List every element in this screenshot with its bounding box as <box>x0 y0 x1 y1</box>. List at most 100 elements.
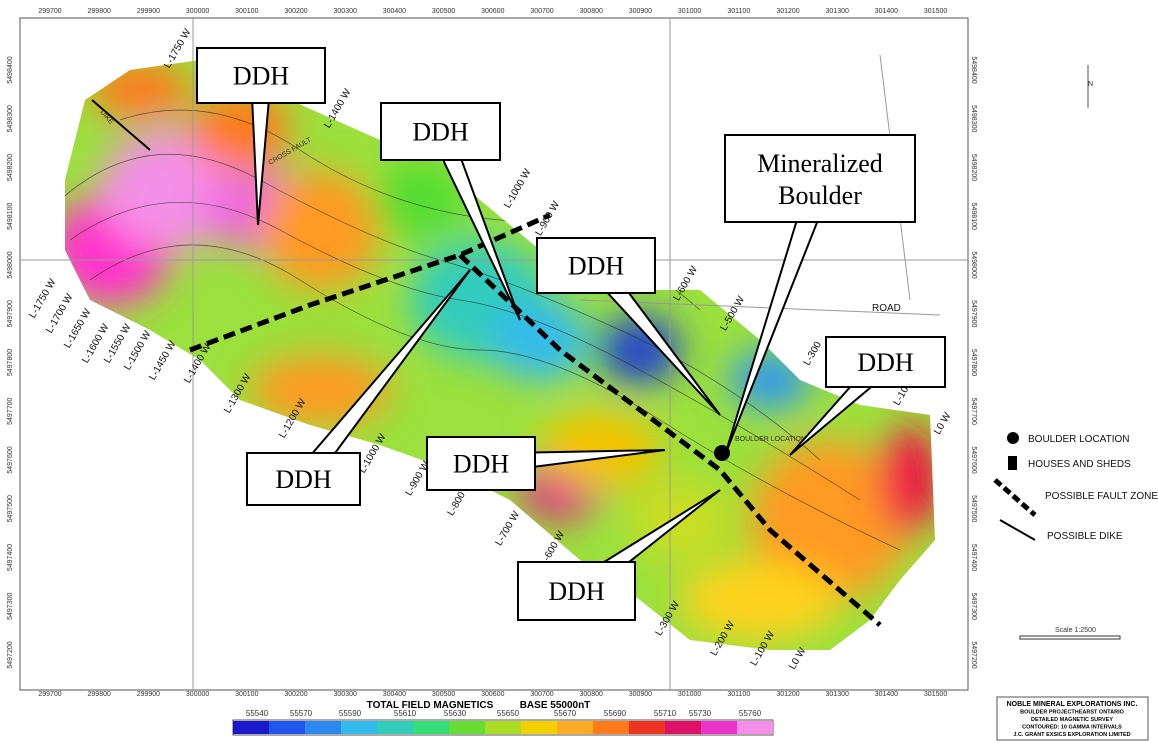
scale-value: 55570 <box>290 709 313 718</box>
northing-label: 5497900 <box>7 300 14 327</box>
easting-label: 300200 <box>284 691 307 698</box>
easting-label: 300800 <box>580 8 603 15</box>
easting-label: 300700 <box>530 8 553 15</box>
northing-label: 5497900 <box>970 300 977 327</box>
easting-label: 301300 <box>826 691 849 698</box>
legend-label: POSSIBLE DIKE <box>1047 531 1123 542</box>
scale-bar <box>1019 635 1121 640</box>
color-swatch <box>665 721 701 734</box>
easting-label: 300100 <box>235 691 258 698</box>
northing-label: 5498300 <box>7 105 14 132</box>
northing-label: 5497700 <box>7 398 14 425</box>
northing-label: 5497400 <box>7 544 14 571</box>
easting-label: 300500 <box>432 691 455 698</box>
northing-label: 5497300 <box>970 593 977 620</box>
easting-label: 301000 <box>678 8 701 15</box>
northing-label: 5497300 <box>7 593 14 620</box>
easting-label: 300300 <box>334 8 357 15</box>
easting-label: 300600 <box>481 691 504 698</box>
northing-label: 5497600 <box>970 446 977 473</box>
callout-text: DDH <box>233 62 290 91</box>
scale-value: 55670 <box>554 709 577 718</box>
northing-label: 5497400 <box>970 544 977 571</box>
map-label: Scale 1:2500 <box>1055 627 1096 634</box>
footer-title: TOTAL FIELD MAGNETICS <box>367 700 494 711</box>
legend-symbol <box>1007 432 1019 444</box>
easting-label: 300700 <box>530 691 553 698</box>
scale-value: 55590 <box>339 709 362 718</box>
easting-label: 301200 <box>776 8 799 15</box>
easting-label: 301500 <box>924 691 947 698</box>
northing-label: 5497800 <box>970 349 977 376</box>
color-swatch <box>377 721 413 734</box>
easting-label: 300000 <box>186 8 209 15</box>
color-swatch <box>593 721 629 734</box>
northing-label: 5497500 <box>7 495 14 522</box>
easting-label: 301300 <box>826 8 849 15</box>
callout-text: DDH <box>568 252 625 281</box>
easting-label: 300600 <box>481 8 504 15</box>
callout-box <box>380 102 501 161</box>
scale-value: 55610 <box>394 709 417 718</box>
easting-label: 299800 <box>88 691 111 698</box>
easting-label: 301200 <box>776 691 799 698</box>
northing-label: 5498100 <box>970 203 977 230</box>
scale-value: 55690 <box>604 709 627 718</box>
legend-symbol <box>999 519 1036 541</box>
easting-label: 301100 <box>727 8 750 15</box>
easting-label: 301500 <box>924 8 947 15</box>
scale-value: 55760 <box>739 709 762 718</box>
northing-label: 5498000 <box>970 251 977 278</box>
legend-label: BOULDER LOCATION <box>1028 434 1130 445</box>
callout-text: DDH <box>857 348 914 377</box>
easting-label: 300900 <box>629 8 652 15</box>
easting-label: 300200 <box>284 8 307 15</box>
title-block <box>996 696 1149 741</box>
easting-label: 300100 <box>235 8 258 15</box>
northing-label: 5497800 <box>7 349 14 376</box>
scale-value: 55710 <box>654 709 677 718</box>
easting-label: 301000 <box>678 691 701 698</box>
northing-label: 5498300 <box>970 105 977 132</box>
legend-symbol <box>1008 456 1017 470</box>
callout-box <box>517 561 636 621</box>
map-label: ROAD <box>872 303 901 314</box>
legend-symbol <box>993 478 1037 517</box>
callout-box <box>825 336 946 388</box>
color-swatch <box>449 721 485 734</box>
color-swatch <box>521 721 557 734</box>
scale-value: 55730 <box>689 709 712 718</box>
easting-label: 301400 <box>875 691 898 698</box>
easting-label: 301400 <box>875 8 898 15</box>
callout-text: DDH <box>548 577 605 606</box>
color-swatch <box>233 721 269 734</box>
northing-label: 5497700 <box>970 398 977 425</box>
callout-text: DDH <box>412 118 469 147</box>
easting-label: 300800 <box>580 691 603 698</box>
callout-box <box>426 436 536 491</box>
legend-label: HOUSES AND SHEDS <box>1028 459 1131 470</box>
color-swatch <box>557 721 593 734</box>
callout-text: DDH <box>453 450 510 479</box>
callout-text: DDH <box>275 465 332 494</box>
color-swatch <box>413 721 449 734</box>
northing-label: 5497200 <box>970 641 977 668</box>
easting-label: 300400 <box>383 8 406 15</box>
title-block-line: DETAILED MAGNETIC SURVEY <box>1031 717 1113 723</box>
easting-label: 299800 <box>88 8 111 15</box>
scale-value: 55540 <box>246 709 269 718</box>
scale-value: 55650 <box>497 709 520 718</box>
easting-label: 300300 <box>334 691 357 698</box>
dike <box>91 99 151 151</box>
title-block-line: J.C. GRANT EXSICS EXPLORATION LIMITED <box>1013 732 1130 738</box>
northing-label: 5498400 <box>7 56 14 83</box>
callout-box <box>246 452 361 506</box>
color-swatch <box>629 721 665 734</box>
easting-label: 301100 <box>727 691 750 698</box>
northing-label: 5497200 <box>7 641 14 668</box>
easting-label: 300900 <box>629 691 652 698</box>
color-swatch <box>737 721 773 734</box>
color-swatch <box>701 721 737 734</box>
northing-label: 5498100 <box>7 203 14 230</box>
